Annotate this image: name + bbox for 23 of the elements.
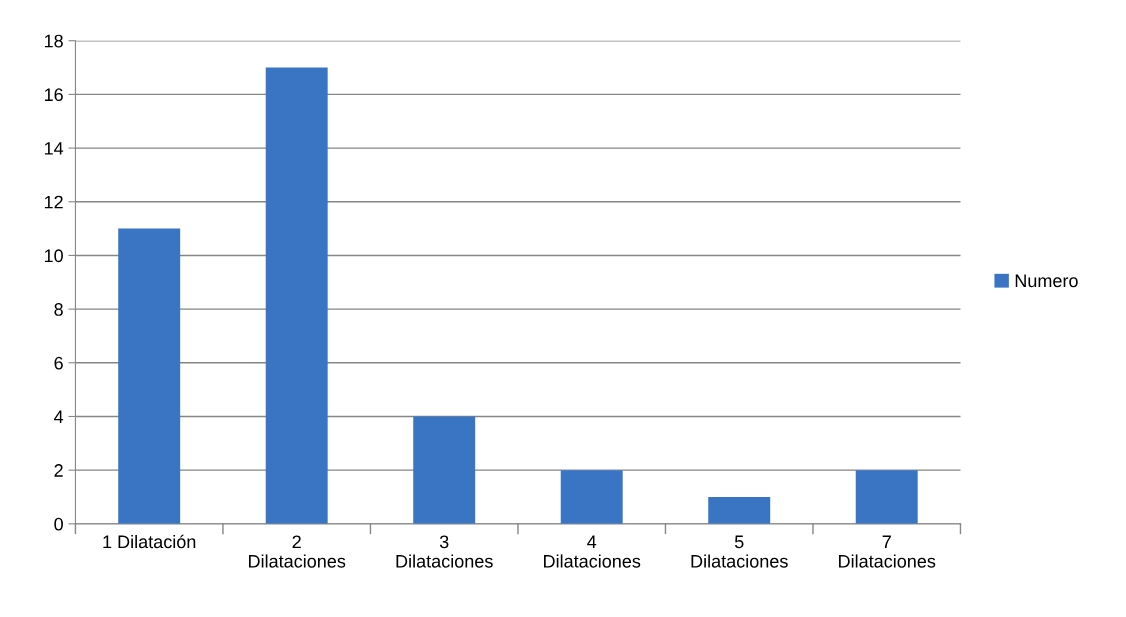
bar <box>413 416 476 524</box>
bar <box>118 228 181 524</box>
y-tick-label: 18 <box>44 34 63 48</box>
y-tick-label: 16 <box>44 88 63 102</box>
y-tick-label: 12 <box>44 195 63 209</box>
y-tick-label: 8 <box>54 303 63 316</box>
legend-label: Numero <box>1015 274 1078 288</box>
bar <box>560 470 623 524</box>
x-tick-label: 4 Dilataciones <box>544 535 641 568</box>
x-tick-label: 3 Dilataciones <box>396 535 493 568</box>
bar <box>708 496 771 524</box>
x-tick-label: 1 Dilatación <box>103 534 196 549</box>
y-tick-label: 10 <box>44 249 63 263</box>
y-tick-label: 2 <box>54 464 63 477</box>
x-tick-label: 7 Dilataciones <box>839 535 936 568</box>
y-tick-label: 14 <box>44 142 64 155</box>
y-tick-label: 0 <box>54 517 63 531</box>
bar <box>265 67 328 524</box>
y-tick-label: 6 <box>54 356 63 370</box>
bar <box>855 470 918 524</box>
x-tick-label: 2 Dilataciones <box>249 535 346 568</box>
y-tick-label: 4 <box>54 410 64 424</box>
x-tick-label: 5 Dilataciones <box>691 535 788 568</box>
